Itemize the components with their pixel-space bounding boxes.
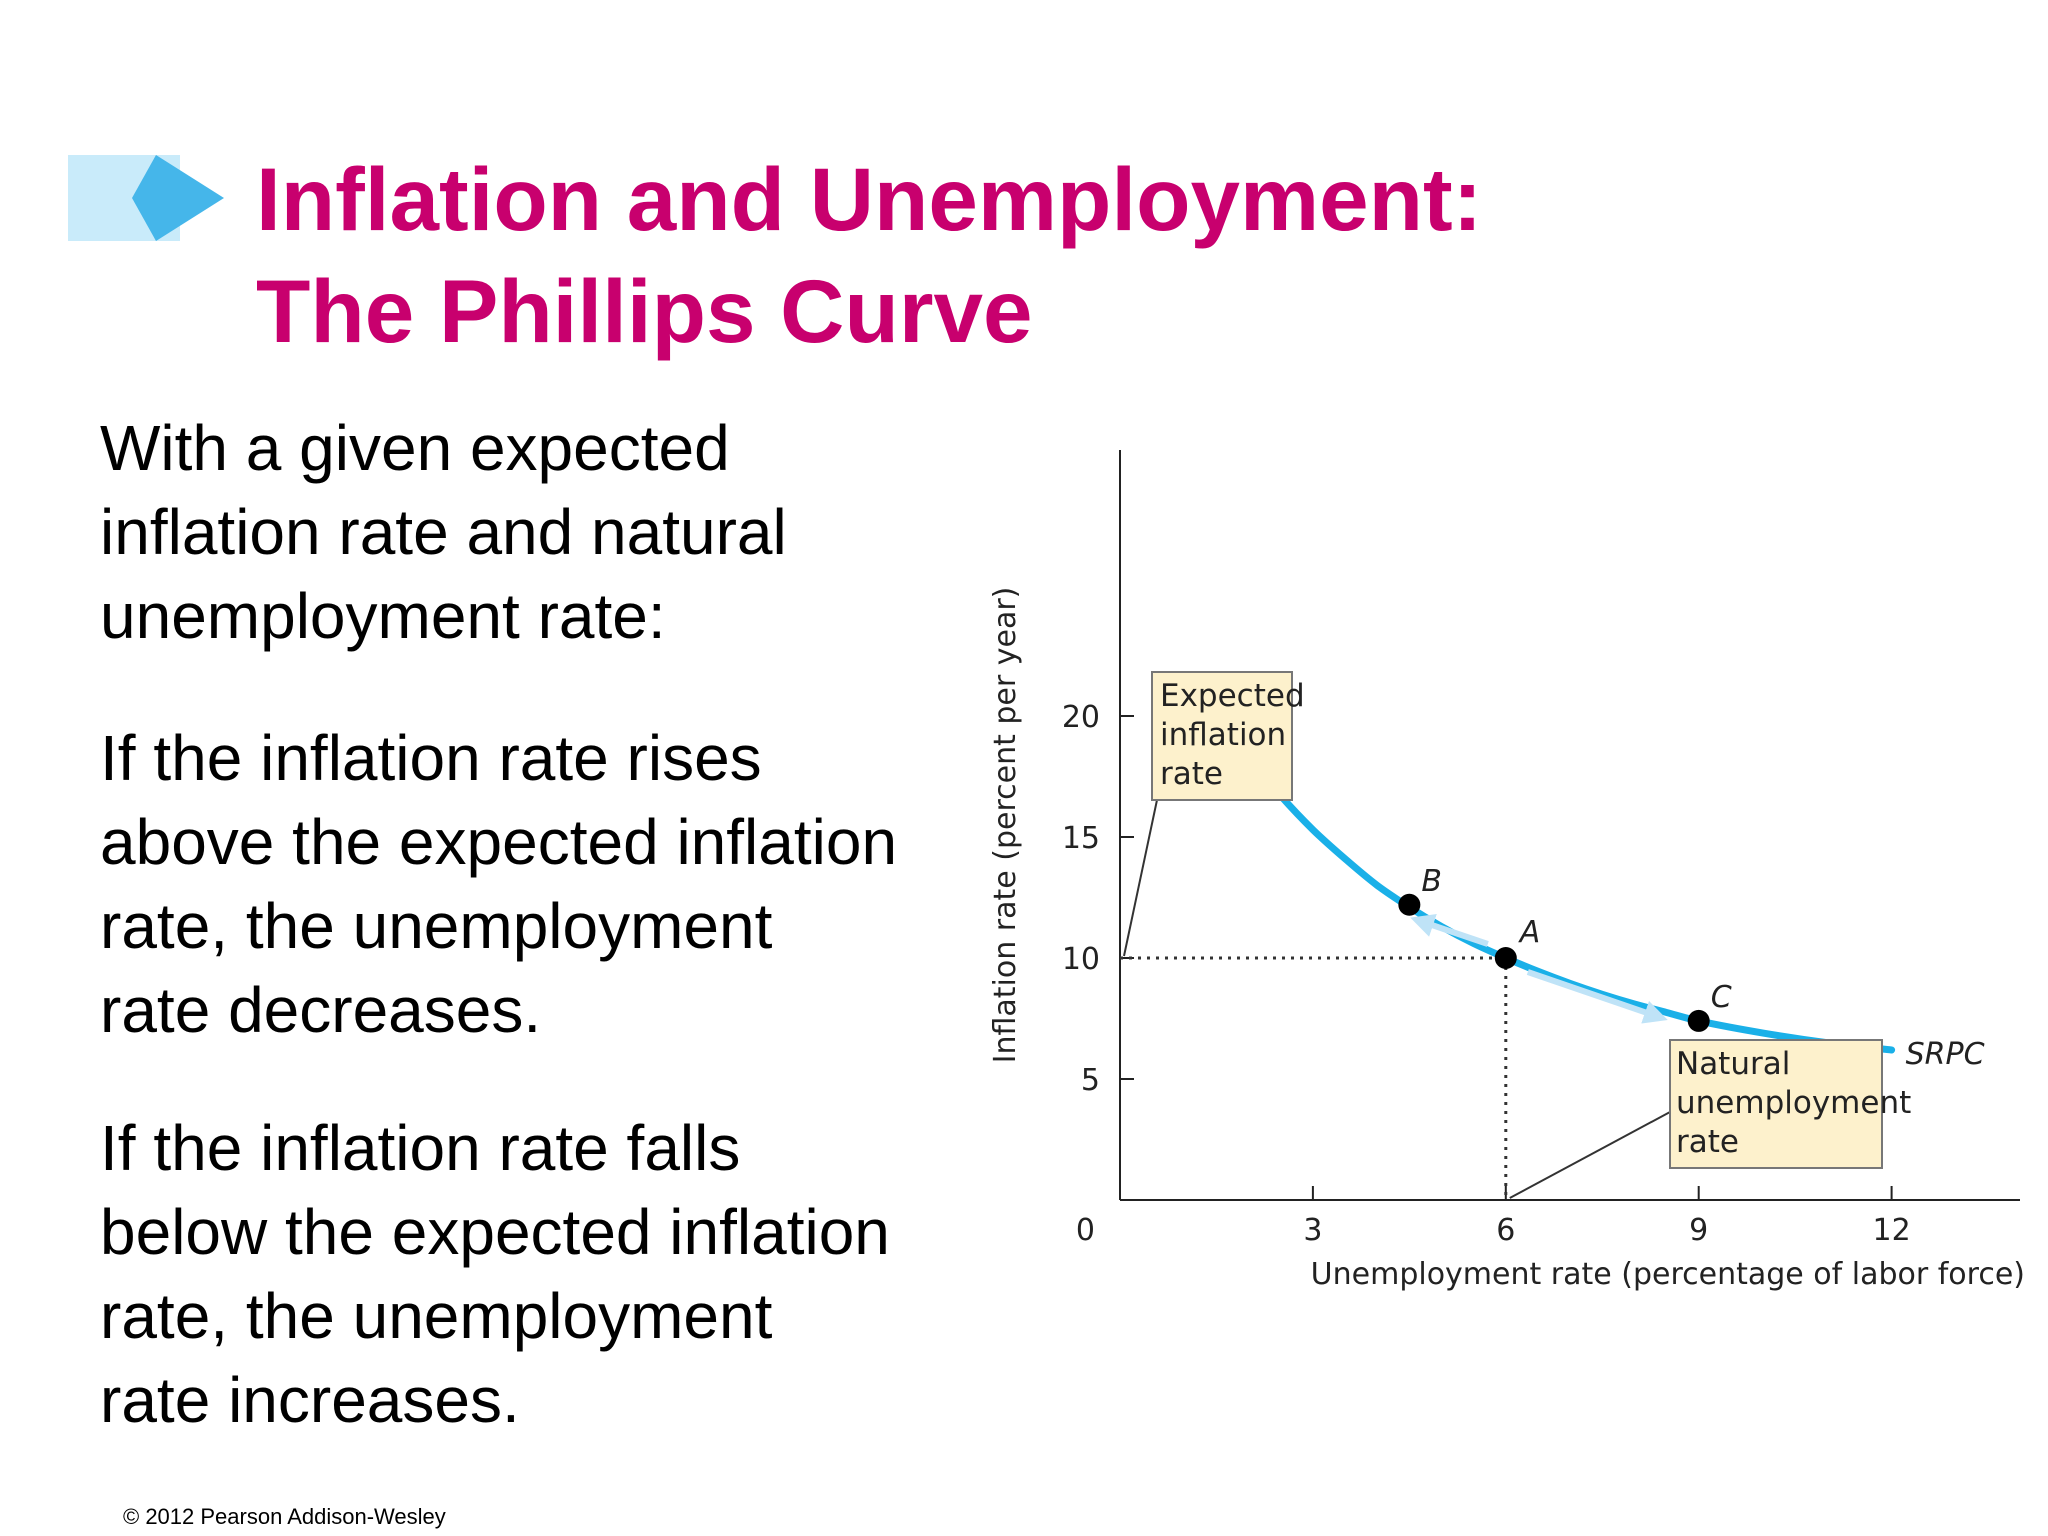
text-line: rate increases. [100,1364,520,1436]
paragraph-intro: With a given expected inflation rate and… [100,406,787,658]
point-label-b: B [1421,864,1442,899]
y-tick-label: 20 [1062,700,1100,735]
natural-box [1669,1039,1883,1169]
point-b [1398,893,1421,916]
y-tick-label: 15 [1062,821,1100,856]
text-line: If the inflation rate rises [100,722,762,794]
srpc-label: SRPC [1906,1037,1985,1072]
title-diamond-icon [68,155,224,241]
title-line-1: Inflation and Unemployment: [256,149,1483,249]
natural-box-leader [1509,1111,1671,1199]
y-tick-label: 10 [1062,942,1100,977]
expected-box-leader [1123,799,1158,957]
copyright-notice: © 2012 Pearson Addison-Wesley [123,1504,446,1529]
expected-box-text: inflation [1160,717,1286,753]
natural-box-text: Natural [1676,1046,1790,1082]
expected-box [1151,671,1293,801]
point-a [1494,947,1517,969]
paragraph-falls: If the inflation rate falls below the ex… [100,1106,890,1442]
x-tick-label: 3 [1303,1213,1322,1248]
arrow-to-b [1410,914,1489,947]
point-label-a: A [1518,915,1541,950]
phillips-curve-chart: 5 10 15 20 3 6 9 12 0 Unemployment rate (percenta… [988,450,2025,1292]
expected-box-text: Expected [1160,678,1305,714]
text-line: rate, the unemployment [100,1280,773,1352]
text-line: If the inflation rate falls [100,1112,741,1184]
text-line: With a given expected [100,412,730,484]
y-tick-label: 5 [1081,1063,1100,1098]
x-tick-label: 9 [1689,1213,1708,1248]
paragraph-rises: If the inflation rate rises above the ex… [100,716,897,1052]
x-tick-label: 12 [1873,1213,1911,1248]
text-line: inflation rate and natural [100,496,787,568]
origin-label: 0 [1076,1213,1095,1248]
y-axis-title: Inflation rate (percent per year) [988,587,1023,1064]
point-label-c: C [1711,980,1732,1015]
srpc-curve [1245,753,1896,1054]
text-line: rate decreases. [100,974,542,1046]
expected-box-text: rate [1160,756,1223,792]
text-line: below the expected inflation [100,1196,890,1268]
point-c [1687,1009,1710,1032]
x-axis-title: Unemployment rate (percentage of labor f… [1311,1257,2025,1292]
arrow-to-c [1526,969,1668,1024]
text-line: above the expected inflation [100,806,898,878]
title-line-2: The Phillips Curve [256,261,1033,361]
text-line: rate, the unemployment [100,890,773,962]
natural-box-text: unemployment [1676,1085,1911,1121]
natural-box-text: rate [1676,1124,1739,1160]
slide-title: Inflation and Unemployment: The Phillips… [256,143,1482,367]
x-tick-label: 6 [1496,1213,1515,1248]
text-line: unemployment rate: [100,580,666,652]
